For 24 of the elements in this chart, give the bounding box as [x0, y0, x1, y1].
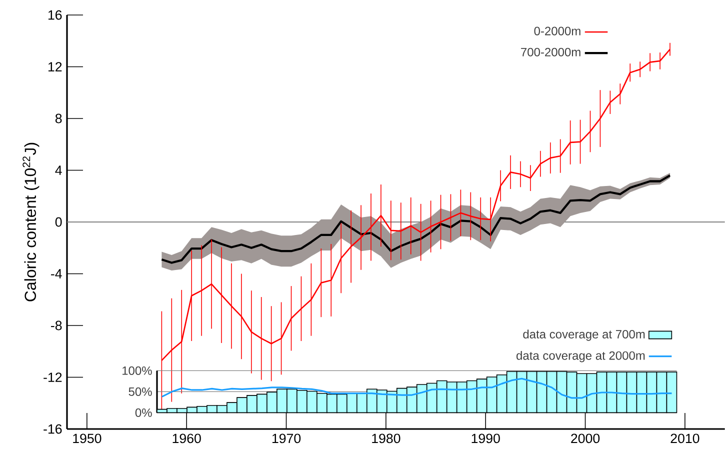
y-tick-label: 12: [48, 62, 62, 72]
x-tick-label: 2010: [670, 434, 700, 444]
y-tick-label: 16: [48, 10, 62, 20]
y-tick-label: -4: [51, 269, 62, 278]
legend-label: data coverage at 2000m: [516, 351, 645, 362]
y-tick-label: 8: [55, 114, 62, 124]
y-tick-label: 4: [55, 166, 62, 175]
x-tick-label: 1960: [172, 434, 201, 444]
x-tick-label: 1950: [73, 434, 102, 444]
legend-label: 0-2000m: [534, 26, 580, 36]
y-axis-title: Caloric content (10$^{22}$J): [22, 142, 40, 302]
x-tick-label: 1970: [272, 434, 301, 444]
legend-label: 700-2000m: [521, 48, 580, 56]
y-tick-label: 100%: [122, 366, 152, 375]
x-tick-label: 1990: [472, 434, 500, 444]
legend-label: data coverage at 700m: [523, 330, 645, 341]
y-tick-label: -16: [44, 424, 62, 434]
y-tick-label: 0%: [135, 408, 152, 417]
y-tick-label: 0: [55, 217, 62, 227]
y-tick-label: -8: [51, 320, 62, 330]
y-tick-label: 50%: [128, 387, 152, 396]
x-tick-label: 2000: [571, 434, 600, 444]
x-tick-label: 1980: [372, 434, 400, 444]
y-tick-label: -12: [44, 372, 62, 382]
